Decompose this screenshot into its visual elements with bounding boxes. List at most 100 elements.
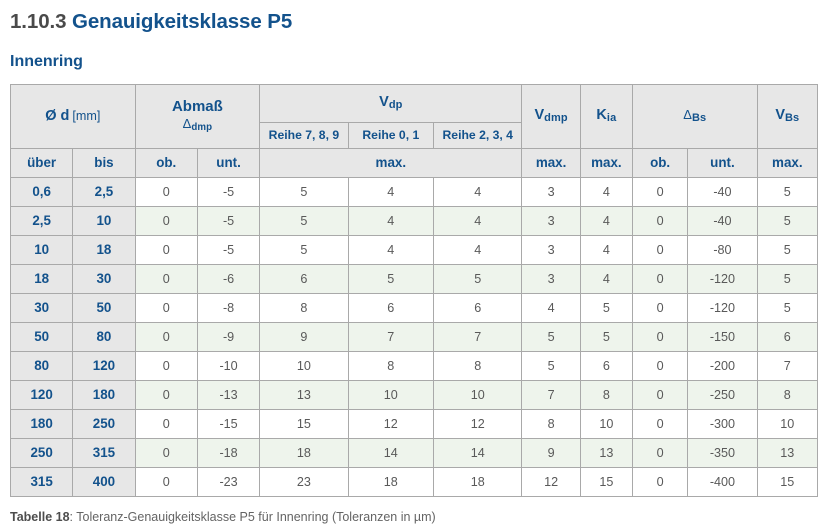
cell-vdmp: 9 [521,437,581,468]
header-delta-bs: ΔBs [631,83,758,149]
cell-vdmp: 3 [521,205,581,236]
section-heading: Innenring [10,52,83,70]
cell-vdp-reihe01: 5 [347,263,435,294]
cell-vdp-reihe234: 12 [433,408,523,439]
cell-bis: 2,5 [72,176,136,207]
cell-vdp-reihe234: 8 [433,350,523,381]
cell-bis: 400 [72,466,136,497]
cell-vdp-reihe01: 12 [347,408,435,439]
cell-delta-bs-unt: -80 [687,234,758,265]
header-delta-bs-symbol: Δ [683,107,692,123]
header-reihe-789: Reihe 7, 8, 9 [259,121,349,149]
cell-kia: 4 [579,176,633,207]
cell-vdp-reihe234: 4 [433,176,523,207]
header-abmass: Abmaß Δdmp [134,83,261,149]
header-delta-bs-subscript: Bs [691,112,707,125]
cell-vdp-reihe01: 8 [347,350,435,381]
cell-bis: 250 [72,408,136,439]
header-ueber: über [9,147,74,178]
cell-bis: 315 [72,437,136,468]
table-row: 0,6 2,5 0 -5 5 4 4 3 4 0 -40 5 [9,176,819,207]
header-vdmp: Vdmp [521,83,581,149]
cell-vdp-reihe01: 4 [347,176,435,207]
cell-ueber: 0,6 [9,176,74,207]
header-delta-bs-ob: ob. [631,147,689,178]
header-abmass-unt: unt. [196,147,261,178]
cell-delta-bs-ob: 0 [631,466,689,497]
cell-vbs: 7 [756,350,819,381]
cell-ueber: 80 [9,350,74,381]
cell-vbs: 5 [756,205,819,236]
header-kia-subscript: ia [606,112,617,125]
table-row: 120 180 0 -13 13 10 10 7 8 0 -250 8 [9,379,819,410]
cell-vdmp: 4 [521,292,581,323]
cell-vbs: 6 [756,321,819,352]
cell-vbs: 13 [756,437,819,468]
cell-vdp-reihe01: 10 [347,379,435,410]
cell-delta-bs-ob: 0 [631,292,689,323]
cell-vdmp: 5 [521,321,581,352]
header-abmass-subscript: dmp [191,121,213,133]
cell-vdp-reihe234: 6 [433,292,523,323]
header-kia-symbol: K [596,107,607,124]
chapter-number: 1.10.3 [10,10,67,33]
cell-delta-bs-unt: -250 [687,379,758,410]
cell-vdp-reihe01: 18 [347,466,435,497]
header-bis: bis [72,147,136,178]
header-diameter: Ø d [mm] [10,83,136,149]
cell-delta-bs-unt: -40 [687,176,758,207]
cell-abmass-ob: 0 [134,379,198,410]
table-row: 30 50 0 -8 8 6 6 4 5 0 -120 5 [9,292,819,323]
header-kia: Kia [579,83,633,149]
cell-abmass-ob: 0 [134,176,198,207]
table-body: 0,6 2,5 0 -5 5 4 4 3 4 0 -40 5 2,5 10 0 -5 5 4 4 3 4 0 -40 5 10 1… [9,176,819,497]
cell-abmass-unt: -8 [196,292,261,323]
header-vbs-symbol: V [775,107,785,124]
cell-ueber: 10 [9,234,74,265]
cell-vdp-reihe789: 5 [259,205,349,236]
cell-vbs: 15 [756,466,819,497]
header-delta-bs-unt: unt. [687,147,758,178]
cell-abmass-ob: 0 [134,437,198,468]
header-vdp-group: Vdp [259,83,523,123]
cell-vdp-reihe789: 8 [259,292,349,323]
table-header: Ø d [mm] Abmaß Δdmp Vdp Vdmp Kia [9,83,819,178]
cell-kia: 5 [579,321,633,352]
table-row: 2,5 10 0 -5 5 4 4 3 4 0 -40 5 [9,205,819,236]
cell-delta-bs-unt: -40 [687,205,758,236]
cell-vdmp: 7 [521,379,581,410]
cell-vbs: 8 [756,379,819,410]
cell-kia: 4 [579,263,633,294]
cell-ueber: 30 [9,292,74,323]
cell-ueber: 120 [9,379,74,410]
cell-ueber: 50 [9,321,74,352]
cell-delta-bs-unt: -150 [687,321,758,352]
header-row-reihe: Reihe 7, 8, 9 Reihe 0, 1 Reihe 2, 3, 4 [11,121,818,149]
cell-delta-bs-ob: 0 [631,437,689,468]
page-title: 1.10.3 Genauigkeitsklasse P5 [10,0,824,35]
cell-kia: 5 [579,292,633,323]
cell-delta-bs-unt: -400 [687,466,758,497]
cell-vdmp: 3 [521,234,581,265]
header-kia-max: max. [579,147,633,178]
cell-abmass-unt: -18 [196,437,261,468]
cell-abmass-ob: 0 [134,205,198,236]
header-vdmp-symbol: V [534,107,545,124]
cell-vdp-reihe01: 4 [347,205,435,236]
header-vbs-max: max. [756,147,819,178]
caption-label: Tabelle 18 [10,509,70,524]
cell-delta-bs-unt: -120 [687,292,758,323]
cell-vdp-reihe789: 23 [259,466,349,497]
cell-vdp-reihe01: 6 [347,292,435,323]
header-vdp-symbol: V [379,94,389,111]
cell-vdp-reihe234: 10 [433,379,523,410]
cell-ueber: 180 [9,408,74,439]
cell-vdp-reihe234: 4 [433,234,523,265]
cell-vdmp: 12 [521,466,581,497]
table-row: 315 400 0 -23 23 18 18 12 15 0 -400 15 [9,466,819,497]
cell-vdp-reihe01: 7 [347,321,435,352]
header-reihe-01: Reihe 0, 1 [347,121,435,149]
cell-vdp-reihe789: 10 [259,350,349,381]
caption-text: : Toleranz-Genauigkeitsklasse P5 für Inn… [69,509,436,524]
cell-delta-bs-ob: 0 [631,263,689,294]
